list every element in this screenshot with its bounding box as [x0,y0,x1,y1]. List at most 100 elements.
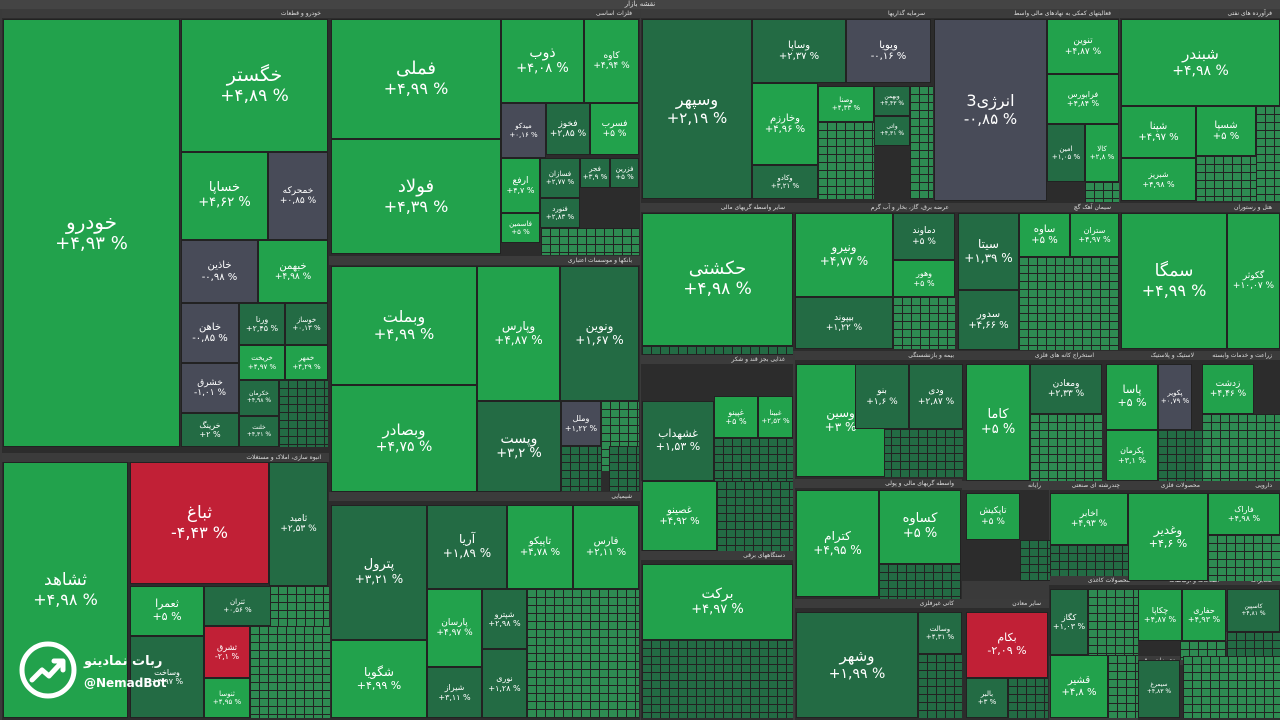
symbol-tile[interactable]: فولاد +۴,۳۹ % [331,139,501,254]
symbol-tile[interactable]: ثباغ -۴,۴۳ % [130,462,269,584]
symbol-tile[interactable]: فخوز +۲,۸۵ % [546,103,590,155]
symbol-tile[interactable]: ثشرق -۲,۱ % [204,626,250,678]
symbol-tile[interactable]: وهور +۵ % [893,260,955,297]
symbol-tile[interactable]: ثنوسا +۴,۹۵ % [204,678,250,718]
symbol-tile[interactable]: سیتا +۱,۳۹ % [958,213,1019,290]
symbol-tile[interactable]: چکاپا +۴,۸۷ % [1138,589,1182,641]
symbol-tile[interactable]: فسرب +۵ % [590,103,639,155]
symbol-tile[interactable]: وبهمن +۴,۴۳ % [874,86,910,116]
symbol-tile[interactable]: اخابر +۴,۹۳ % [1050,493,1128,545]
symbol-tile[interactable]: میدکو +۰,۱۶ % [501,103,546,158]
symbol-tile[interactable]: فاسمین +۵ % [501,213,540,243]
symbol-tile[interactable]: وبملت +۴,۹۹ % [331,266,477,385]
symbol-tile[interactable]: ثتران +۰,۵۶ % [204,586,271,626]
symbol-tile[interactable]: وپارس +۴,۸۷ % [477,266,560,401]
symbol-tile[interactable]: وکادو +۳,۲۱ % [752,165,818,199]
symbol-tile[interactable]: دماوند +۵ % [893,213,955,260]
symbol-tile[interactable]: فملی +۴,۹۹ % [331,19,501,139]
symbol-tile[interactable]: پاسا +۵ % [1106,364,1158,430]
symbol-tile[interactable]: خلنت +۴,۳۱ % [239,416,279,447]
symbol-tile[interactable]: شبریز +۴,۹۸ % [1121,158,1196,201]
symbol-tile[interactable]: پکویر +۰,۷۹ % [1158,364,1192,430]
symbol-tile[interactable]: واتی +۴,۳۱ % [874,116,910,146]
symbol-tile[interactable]: خگستر +۴,۸۹ % [181,19,328,152]
symbol-tile[interactable]: وغدیر +۴,۶ % [1128,493,1208,581]
symbol-tile[interactable]: کساوه +۵ % [879,490,961,564]
symbol-tile[interactable]: وبصادر +۴,۷۵ % [331,385,477,492]
symbol-tile[interactable]: انرژی3 -۰,۸۵ % [934,19,1047,201]
symbol-tile[interactable]: تاپیکو +۴,۷۸ % [507,505,573,589]
symbol-tile[interactable]: شپترو +۲,۹۸ % [482,589,527,649]
symbol-tile[interactable]: قشیر +۴,۸ % [1050,655,1108,718]
symbol-tile[interactable]: کاوه +۴,۹۴ % [584,19,639,103]
symbol-tile[interactable]: شسپا +۵ % [1196,106,1256,156]
symbol-tile[interactable]: برکت +۴,۹۷ % [642,564,793,640]
symbol-tile[interactable]: خبهمن +۴,۹۸ % [258,240,328,303]
symbol-tile[interactable]: فجر +۳,۹ % [580,158,610,188]
symbol-tile[interactable]: خکرمان +۴,۹۸ % [239,380,279,416]
symbol-tile[interactable]: خمهر +۴,۲۹ % [285,345,328,380]
symbol-tile[interactable]: فارس +۲,۱۱ % [573,505,639,589]
symbol-tile[interactable]: خشرق -۱,۰۱ % [181,363,239,413]
symbol-tile[interactable]: ثامید +۲,۵۳ % [269,462,328,586]
symbol-tile[interactable]: نوری +۱,۲۸ % [482,649,527,718]
symbol-tile[interactable]: فسازان +۲,۷۷ % [540,158,580,198]
symbol-tile[interactable]: فنورد +۲,۸۳ % [540,198,580,228]
symbol-tile[interactable]: ورنا +۲,۴۵ % [239,303,285,345]
symbol-tile[interactable]: حکشتی +۴,۹۸ % [642,213,793,346]
symbol-tile[interactable]: شگویا +۴,۹۹ % [331,640,427,718]
symbol-tile[interactable]: امین +۱,۰۵ % [1047,124,1085,182]
symbol-tile[interactable]: بکام -۲,۰۹ % [966,612,1048,678]
symbol-tile[interactable]: وملل +۱,۲۲ % [561,401,601,446]
symbol-tile[interactable]: بیپوند +۱,۲۲ % [795,297,893,349]
symbol-tile[interactable]: ونیرو +۴,۷۷ % [795,213,893,297]
symbol-tile[interactable]: تاپکیش +۵ % [966,493,1020,540]
symbol-tile[interactable]: وساپا +۲,۳۷ % [752,19,846,83]
symbol-tile[interactable]: غشهداب +۱,۵۳ % [642,401,714,481]
symbol-tile[interactable]: وپست +۳,۲ % [477,401,561,492]
symbol-tile[interactable]: گکوثر +۱۰,۰۷ % [1227,213,1280,349]
symbol-tile[interactable]: وسالت +۴,۳۱ % [918,612,962,654]
symbol-tile[interactable]: غبینا +۲,۵۲ % [758,396,793,438]
symbol-tile[interactable]: فاراک +۴,۹۸ % [1208,493,1280,535]
symbol-tile[interactable]: سمگا +۴,۹۹ % [1121,213,1227,349]
symbol-tile[interactable]: غصینو +۴,۹۲ % [642,481,717,551]
symbol-tile[interactable]: ویویا -۰,۱۶ % [846,19,931,83]
symbol-tile[interactable]: کاسپین +۴,۸۱ % [1227,589,1280,632]
symbol-tile[interactable]: حفاری +۴,۹۳ % [1182,589,1226,641]
symbol-tile[interactable]: کاما +۵ % [966,364,1030,481]
symbol-tile[interactable]: پترول +۳,۲۱ % [331,505,427,640]
symbol-tile[interactable]: کگاز +۱,۰۳ % [1050,589,1088,655]
symbol-tile[interactable]: سیمرغ +۴,۸۳ % [1138,660,1180,718]
symbol-tile[interactable]: ارفع +۴,۷ % [501,158,540,213]
symbol-tile[interactable]: شپنا +۴,۹۷ % [1121,106,1196,158]
symbol-tile[interactable]: فزرین +۵ % [610,158,639,188]
symbol-tile[interactable]: ستران +۴,۹۷ % [1070,213,1119,257]
symbol-tile[interactable]: پکرمان +۳,۱ % [1106,430,1158,481]
symbol-tile[interactable]: فرابورس +۴,۸۴ % [1047,74,1119,124]
symbol-tile[interactable]: آریا +۱,۸۹ % [427,505,507,589]
symbol-tile[interactable]: وشهر +۱,۹۹ % [796,612,918,718]
symbol-tile[interactable]: کالا +۲,۸ % [1085,124,1119,182]
symbol-tile[interactable]: شبندر +۴,۹۸ % [1121,19,1280,106]
symbol-tile[interactable]: خوساز +۰,۱۳ % [285,303,328,345]
symbol-tile[interactable]: شیراز +۳,۱۱ % [427,667,482,718]
symbol-tile[interactable]: وخارزم +۴,۹۶ % [752,83,818,165]
symbol-tile[interactable]: زدشت +۴,۴۶ % [1202,364,1254,414]
symbol-tile[interactable]: خساپا +۴,۶۲ % [181,152,268,240]
symbol-tile[interactable]: خاهن -۰,۸۵ % [181,303,239,363]
symbol-tile[interactable]: ساوه +۵ % [1019,213,1070,257]
symbol-tile[interactable]: خرینگ +۲ % [181,413,239,447]
symbol-tile[interactable]: بنو +۱,۶ % [855,364,909,429]
symbol-tile[interactable]: سدور +۴,۶۶ % [958,290,1019,350]
symbol-tile[interactable]: خودرو +۴,۹۳ % [3,19,180,447]
symbol-tile[interactable]: خریخت +۴,۹۷ % [239,345,285,380]
symbol-tile[interactable]: ودی +۲,۸۷ % [909,364,963,429]
symbol-tile[interactable]: تنوین +۴,۸۷ % [1047,19,1119,74]
symbol-tile[interactable]: ومعادن +۲,۳۳ % [1030,364,1102,414]
symbol-tile[interactable]: خمحرکه +۰,۸۵ % [268,152,328,240]
symbol-tile[interactable]: خاذین -۰,۹۸ % [181,240,258,303]
symbol-tile[interactable]: ثعمرا +۵ % [130,586,204,636]
symbol-tile[interactable]: وصنا +۴,۳۳ % [818,86,874,122]
symbol-tile[interactable]: ونوین +۱,۶۷ % [560,266,639,401]
